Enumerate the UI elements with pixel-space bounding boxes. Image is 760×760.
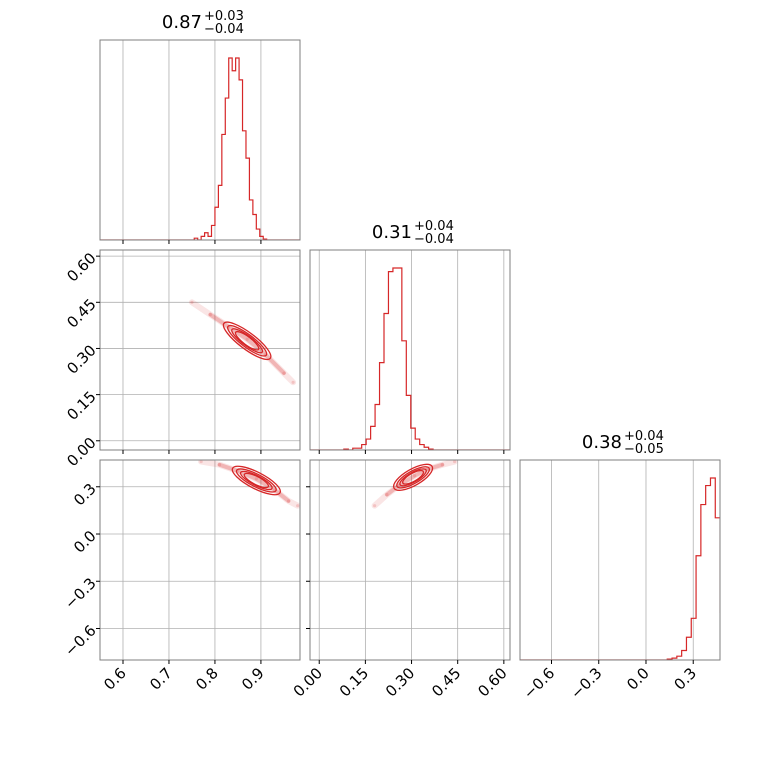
density-band-inner xyxy=(208,312,286,376)
sample-point xyxy=(282,371,286,375)
y-tick-label: 0.3 xyxy=(70,480,100,510)
sample-point xyxy=(254,477,258,481)
x-tick-label: 0.45 xyxy=(428,664,464,700)
panel-0-0 xyxy=(99,39,301,241)
y-tick-label: −0.3 xyxy=(61,574,99,612)
sample-point xyxy=(217,463,222,467)
x-tick-label: 0.3 xyxy=(670,664,700,694)
contour-level-3 xyxy=(243,472,270,489)
x-tick-label: 0.9 xyxy=(238,664,268,694)
panel-2-1 xyxy=(309,459,511,661)
param-title-minus-1: −0.04 xyxy=(414,232,454,247)
x-tick-label: 0.00 xyxy=(290,664,326,700)
param-title-plus-1: +0.04 xyxy=(414,219,454,234)
sample-point xyxy=(413,474,417,478)
contour-level-1 xyxy=(235,468,277,493)
y-tick-label: 0.60 xyxy=(63,249,99,285)
y-tick-label: 0.0 xyxy=(70,527,100,557)
panel-1-0 xyxy=(99,249,301,451)
panel-content xyxy=(310,460,510,660)
param-title-minus-0: −0.04 xyxy=(204,22,244,37)
contour-level-0 xyxy=(231,465,281,496)
density-band-outer xyxy=(188,299,297,386)
contour-level-1 xyxy=(396,466,431,489)
panel-2-2 xyxy=(519,459,721,661)
y-tick-label: 0.30 xyxy=(63,341,99,377)
histogram-step-0 xyxy=(100,57,300,240)
sample-point xyxy=(208,313,212,317)
sample-point xyxy=(373,504,377,508)
histogram-step-1 xyxy=(310,267,510,450)
contour-level-1 xyxy=(226,324,268,357)
param-title-1: 0.31 xyxy=(372,222,412,243)
panel-frame xyxy=(519,459,721,661)
contour-level-2 xyxy=(239,470,273,491)
y-tick-label: 0.45 xyxy=(63,295,99,331)
density-band-outer xyxy=(371,460,458,509)
x-tick-label: 0.60 xyxy=(474,664,510,700)
panel-frame xyxy=(99,39,301,241)
param-title-0: 0.87 xyxy=(162,12,202,33)
x-tick-label: 0.6 xyxy=(100,664,130,694)
panel-content xyxy=(100,40,300,240)
x-tick-label: 0.0 xyxy=(623,664,653,694)
panel-frame xyxy=(309,459,511,661)
x-tick-label: 0.8 xyxy=(192,664,222,694)
histogram-step-2 xyxy=(520,477,720,660)
sample-point xyxy=(296,504,300,508)
panel-content xyxy=(100,250,300,450)
panel-1-1 xyxy=(309,249,511,451)
param-title-2: 0.38 xyxy=(582,432,622,453)
sample-point xyxy=(453,460,457,464)
x-tick-label: −0.6 xyxy=(520,664,558,702)
density-band-outer xyxy=(198,460,300,509)
contour-level-3 xyxy=(234,330,260,351)
sample-point xyxy=(286,499,291,503)
panel-content xyxy=(520,460,720,660)
panel-frame xyxy=(99,459,301,661)
sample-point xyxy=(291,380,295,384)
panel-2-0 xyxy=(99,459,301,661)
sample-point xyxy=(199,460,203,464)
y-tick-label: 0.00 xyxy=(63,434,99,470)
x-tick-label: 0.30 xyxy=(382,664,418,700)
contour-level-3 xyxy=(402,469,425,485)
param-title-minus-2: −0.05 xyxy=(624,442,664,457)
param-title-plus-2: +0.04 xyxy=(624,429,664,444)
sample-point xyxy=(190,300,194,304)
y-tick-label: 0.15 xyxy=(63,388,99,424)
sample-point xyxy=(385,493,389,497)
panel-content xyxy=(310,250,510,450)
y-tick-label: −0.6 xyxy=(61,621,99,659)
contour-level-2 xyxy=(399,468,427,487)
panel-content xyxy=(100,460,300,660)
contour-level-0 xyxy=(222,321,272,361)
param-title-plus-0: +0.03 xyxy=(204,9,244,24)
panel-frame xyxy=(99,249,301,451)
x-tick-label: −0.3 xyxy=(567,664,605,702)
x-tick-label: 0.7 xyxy=(146,664,176,694)
panel-frame xyxy=(309,249,511,451)
contour-level-0 xyxy=(392,463,434,491)
sample-point xyxy=(245,337,249,341)
x-tick-label: 0.15 xyxy=(336,664,372,700)
contour-level-2 xyxy=(231,328,264,354)
sample-point xyxy=(440,463,444,467)
